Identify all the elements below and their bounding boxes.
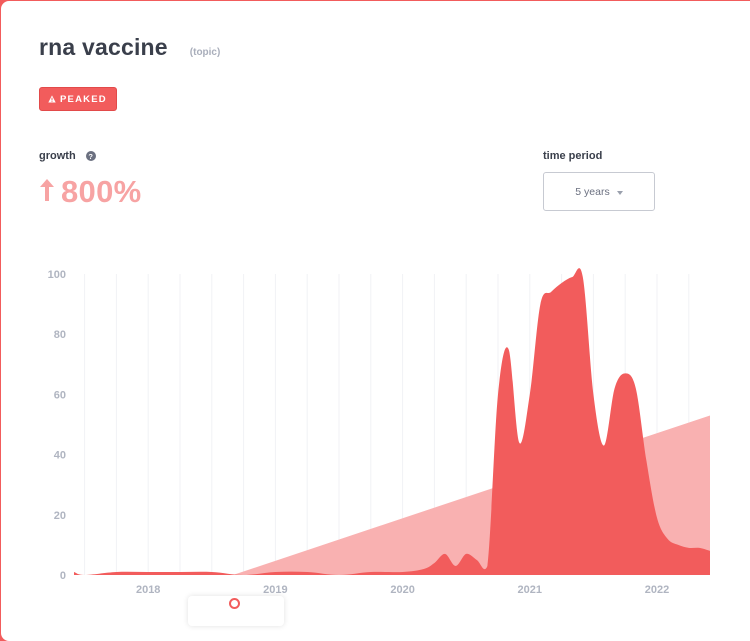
y-tick-label: 20 [54,510,66,522]
time-period-label: time period [543,150,603,162]
warning-icon [48,95,56,103]
status-badge-label: PEAKED [60,93,107,105]
search-interest-area [74,268,710,575]
time-period-value: 5 years [575,185,610,198]
y-tick-label: 40 [54,450,66,462]
growth-value: 800% [61,174,142,209]
chevron-down-icon [616,190,623,195]
x-tick-label: 2018 [136,584,160,596]
y-tick-label: 100 [48,269,66,281]
status-badge: PEAKED [39,87,117,111]
arrow-up-icon [39,174,55,210]
growth-value-row: 800% [39,174,142,210]
x-tick-label: 2020 [390,584,414,596]
x-tick-label: 2021 [518,584,542,596]
question-icon[interactable]: ? [85,151,96,161]
x-tick-label: 2022 [645,584,669,596]
growth-label: growth [39,150,76,162]
growth-label-row: growth ? [39,150,96,162]
scrubber-handle[interactable] [229,598,240,609]
y-tick-label: 0 [60,570,66,582]
title-row: rna vaccine (topic) [39,34,220,61]
x-tick-label: 2019 [263,584,287,596]
time-period-select[interactable]: 5 years [543,172,655,211]
y-axis: 0 20 40 60 80 100 [48,269,66,582]
topic-type-tag: (topic) [189,47,221,58]
trend-chart: 0 20 40 60 80 100 2018 2019 2020 2021 2022 [48,268,710,596]
y-tick-label: 80 [54,329,66,341]
topic-title: rna vaccine [39,34,168,60]
y-tick-label: 60 [54,389,66,401]
x-axis: 2018 2019 2020 2021 2022 [136,584,669,596]
